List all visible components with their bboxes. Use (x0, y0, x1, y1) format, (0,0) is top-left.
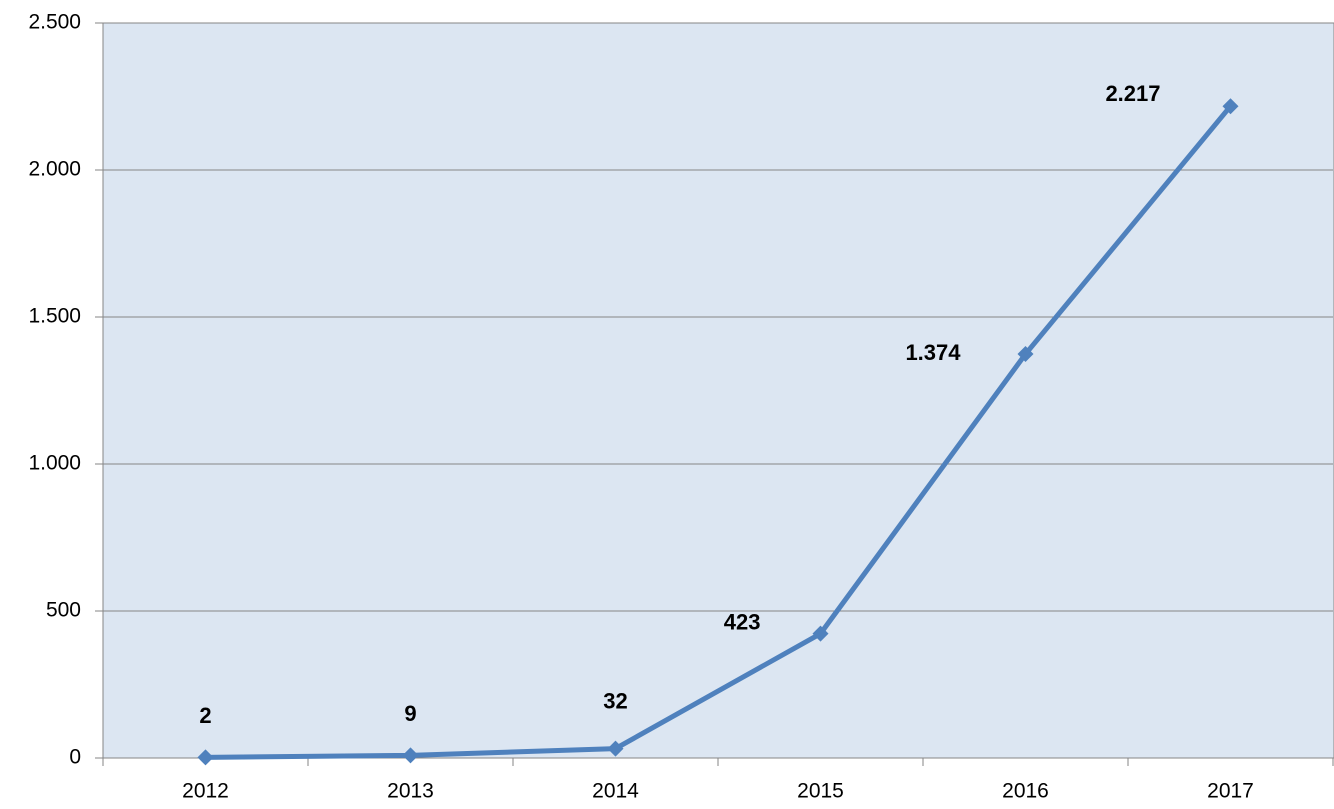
x-tick-label: 2017 (1207, 780, 1254, 803)
plot-area (102, 22, 1334, 759)
data-label: 2.217 (1105, 81, 1160, 106)
line (205, 104, 1233, 760)
data-label: 32 (603, 688, 627, 713)
data-label: 2 (199, 703, 211, 728)
y-tick-label: 500 (46, 599, 81, 622)
y-tick-label: 1.000 (28, 452, 81, 475)
x-tick-label: 2013 (387, 780, 434, 803)
marker (402, 747, 419, 764)
y-tick-label: 1.500 (28, 305, 81, 328)
data-label: 1.374 (905, 340, 961, 365)
marker (1222, 98, 1239, 115)
y-tick-label: 0 (69, 746, 81, 769)
x-tick-label: 2012 (182, 780, 229, 803)
y-tick-label: 2.000 (28, 158, 81, 181)
marker (197, 749, 214, 766)
marker (1017, 346, 1034, 363)
x-tick-label: 2015 (797, 780, 844, 803)
y-tick-label: 2.500 (28, 11, 81, 34)
marker (812, 625, 829, 642)
data-label: 423 (724, 609, 761, 634)
x-tick-label: 2016 (1002, 780, 1049, 803)
data-label: 9 (404, 701, 416, 726)
marker (607, 740, 624, 757)
x-tick-label: 2014 (592, 780, 639, 803)
